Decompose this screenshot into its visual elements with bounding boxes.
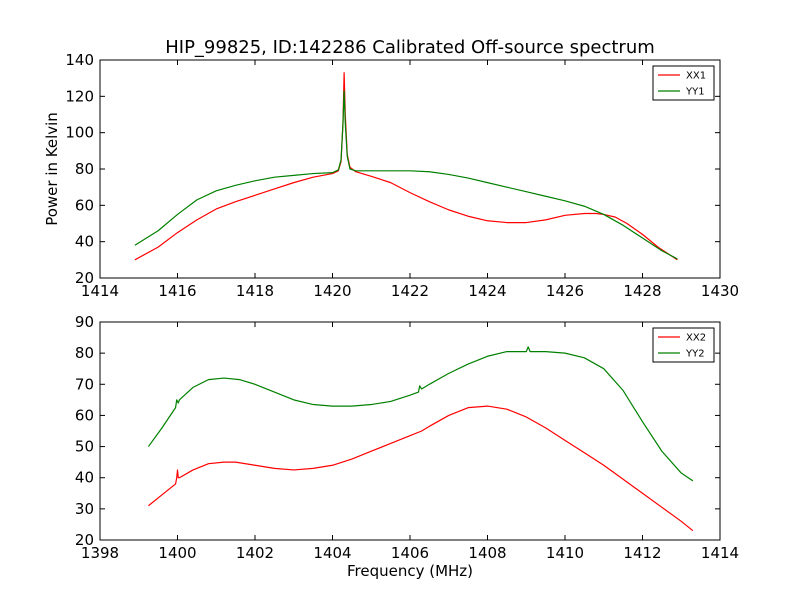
x-tick-label: 1414 xyxy=(81,282,119,300)
x-tick-label: 1416 xyxy=(158,282,196,300)
series-line-YY2 xyxy=(147,346,694,482)
y-tick-label: 60 xyxy=(75,196,94,214)
x-axis-label: Frequency (MHz) xyxy=(347,562,473,580)
y-tick-label: 80 xyxy=(75,344,94,362)
x-tick-label: 1420 xyxy=(313,282,351,300)
x-tick-label: 1428 xyxy=(623,282,661,300)
y-tick-label: 40 xyxy=(75,469,94,487)
x-tick-label: 1426 xyxy=(546,282,584,300)
y-tick-label: 60 xyxy=(75,406,94,424)
x-tick-label: 1400 xyxy=(158,544,196,562)
y-tick-label: 120 xyxy=(65,87,94,105)
x-tick-label: 1398 xyxy=(81,544,119,562)
x-tick-label: 1406 xyxy=(391,544,429,562)
y-tick-label: 80 xyxy=(75,160,94,178)
legend-box xyxy=(652,327,715,363)
y-tick-label: 140 xyxy=(65,51,94,69)
y-tick-label: 20 xyxy=(75,531,94,549)
x-tick-label: 1402 xyxy=(236,544,274,562)
x-tick-label: 1422 xyxy=(391,282,429,300)
series-line-XX2 xyxy=(148,405,694,532)
plot-frame xyxy=(99,321,721,541)
chart-panel-2: 1398 1400 1402 1404 1406 1408 1410 1412 1414 20 30… xyxy=(75,313,739,580)
y-tick-label: 100 xyxy=(65,124,94,142)
x-tick-label: 1410 xyxy=(546,544,584,562)
y-tick-label: 40 xyxy=(75,233,94,251)
figure-title: HIP_99825, ID:142286 Calibrated Off-sour… xyxy=(165,37,655,58)
legend-box xyxy=(652,65,715,101)
x-tick-label: 1414 xyxy=(701,544,739,562)
x-tick-label: 1404 xyxy=(313,544,351,562)
legend-label-YY2: YY2 xyxy=(685,349,705,360)
y-tick-label: 30 xyxy=(75,500,94,518)
series-line-YY1 xyxy=(134,90,678,260)
x-tick-label: 1430 xyxy=(701,282,739,300)
legend-label-YY1: YY1 xyxy=(685,87,705,98)
legend-label-XX1: XX1 xyxy=(686,71,706,82)
x-tick-label: 1418 xyxy=(236,282,274,300)
chart-panel-1: 1414 1416 1418 1420 1422 1424 1426 1428 1430 20 40… xyxy=(43,51,739,300)
plot-frame xyxy=(99,59,721,279)
y-tick-label: 90 xyxy=(75,313,94,331)
y-tick-label: 70 xyxy=(75,375,94,393)
y-tick-label: 50 xyxy=(75,438,94,456)
x-tick-label: 1412 xyxy=(623,544,661,562)
y-axis-label: Power in Kelvin xyxy=(43,112,61,226)
y-tick-label: 20 xyxy=(75,269,94,287)
legend-label-XX2: XX2 xyxy=(686,333,706,344)
x-tick-label: 1424 xyxy=(468,282,506,300)
series-line-XX1 xyxy=(134,72,678,261)
x-tick-label: 1408 xyxy=(468,544,506,562)
